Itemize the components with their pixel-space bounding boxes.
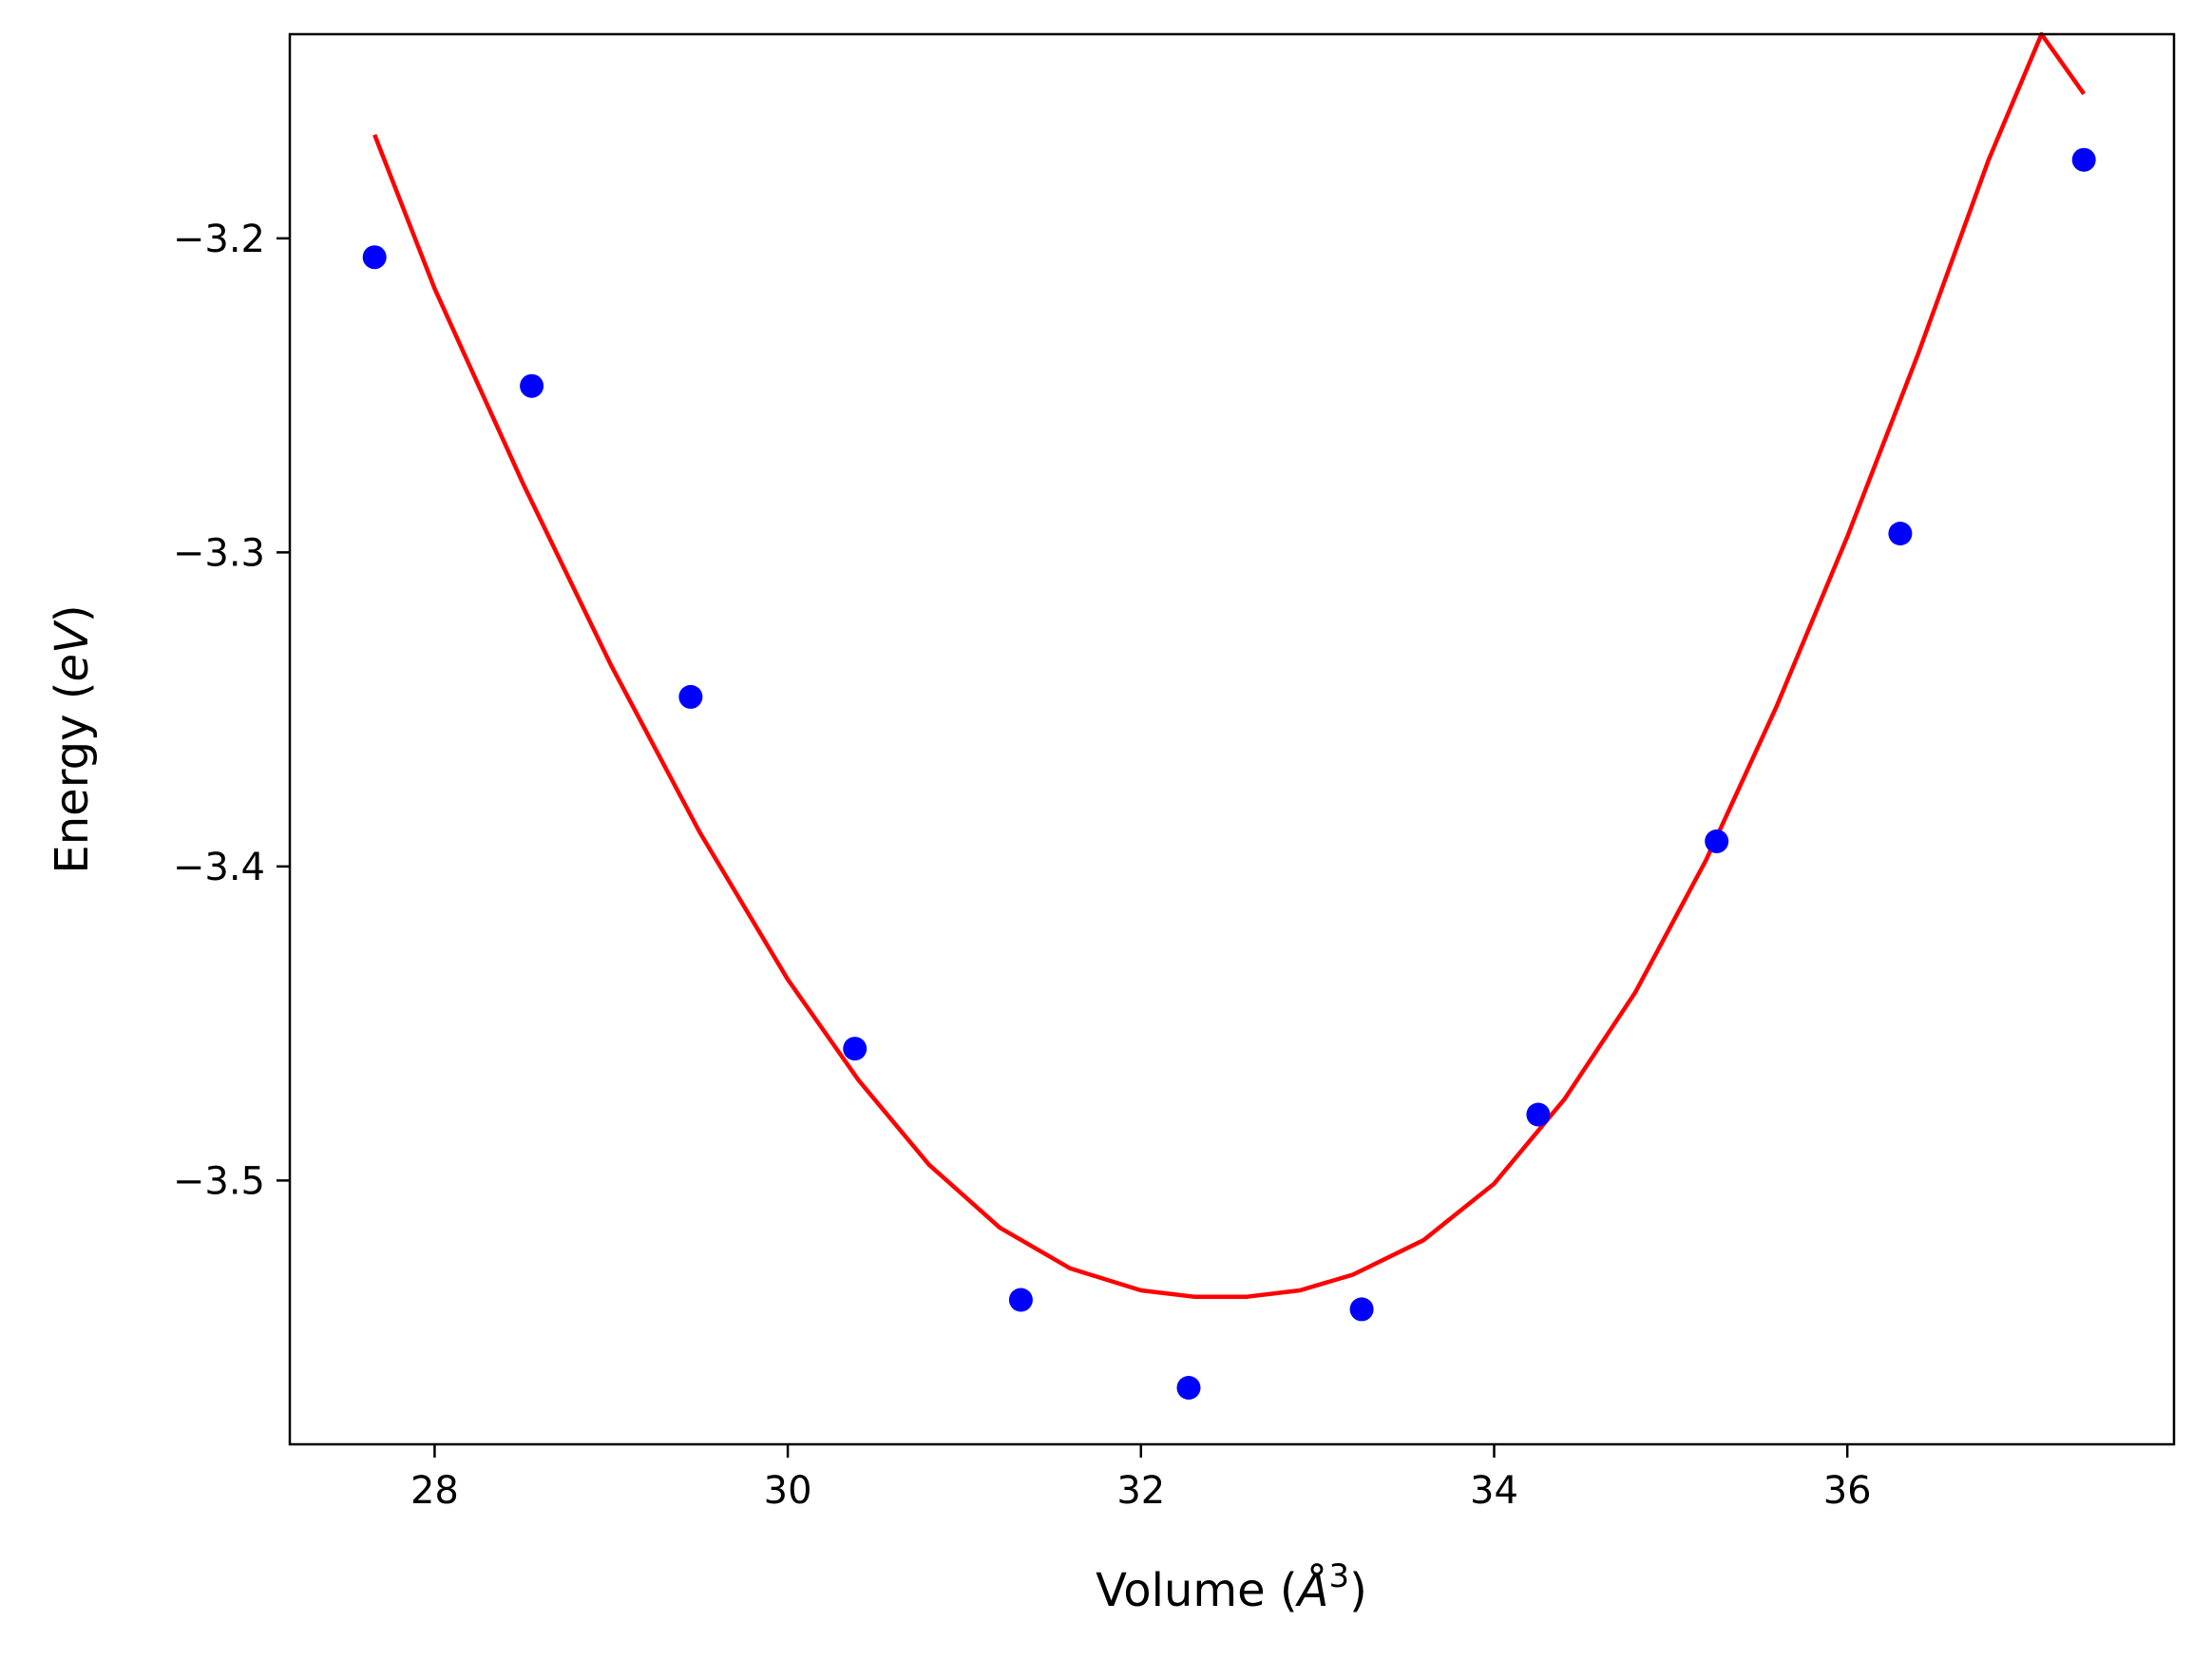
y-axis-label-suffix: ) [46, 604, 99, 622]
data-point [520, 373, 544, 398]
data-point [843, 1037, 868, 1061]
y-ticks-layer: −3.2 −3.3 −3.4 −3.5 [173, 218, 290, 1203]
data-point [1526, 1102, 1551, 1127]
x-tick-label: 34 [1470, 1469, 1518, 1513]
data-point [2071, 147, 2096, 172]
fit-curve [372, 31, 2087, 1299]
y-axis-label-symbol: eV [46, 620, 99, 682]
data-point [1888, 522, 1913, 545]
data-point [1705, 829, 1729, 853]
data-point [1008, 1288, 1033, 1312]
x-axis-label: Volume (Å3) [1096, 1557, 1367, 1617]
data-point [1349, 1297, 1374, 1322]
data-points-layer [362, 147, 2096, 1400]
fit-curve-layer [372, 31, 2087, 1299]
x-tick-label: 30 [764, 1469, 812, 1513]
x-tick-label: 36 [1823, 1469, 1872, 1513]
y-tick-label: −3.5 [173, 1159, 265, 1203]
x-axis-label-symbol: Å [1295, 1563, 1329, 1617]
x-ticks-layer: 28 30 32 34 36 [410, 1444, 1872, 1513]
x-axis-label-suffix: ) [1349, 1564, 1367, 1617]
x-axis-label-prefix: Volume ( [1096, 1564, 1298, 1617]
y-tick-label: −3.3 [173, 531, 265, 575]
x-axis-label-superscript: 3 [1328, 1557, 1349, 1595]
data-point [362, 245, 387, 270]
y-axis-label: Energy (eV) [46, 604, 99, 873]
y-tick-label: −3.4 [173, 846, 265, 889]
x-tick-label: 32 [1116, 1469, 1165, 1513]
y-tick-label: −3.2 [173, 218, 265, 261]
x-tick-label: 28 [410, 1469, 459, 1513]
data-point [1176, 1376, 1201, 1400]
plot-frame [288, 32, 2176, 1446]
data-point [678, 684, 703, 709]
y-axis-label-prefix: Energy ( [46, 682, 99, 874]
